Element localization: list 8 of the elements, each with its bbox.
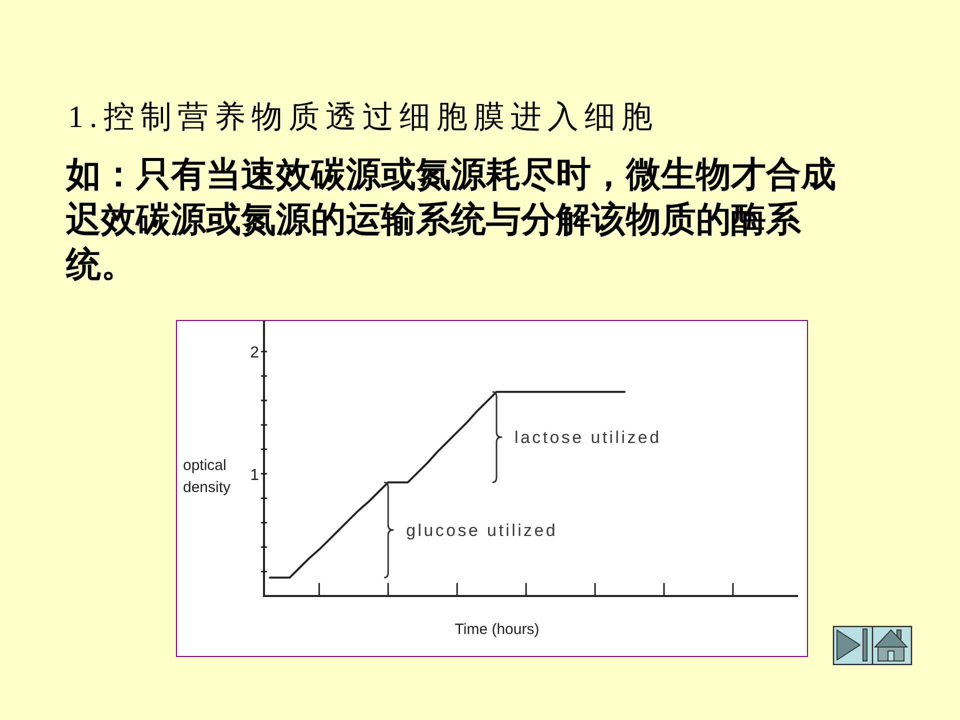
chart-title: 1.控制营养物质透过细胞膜进入细胞 [68,98,658,136]
y-tick-label: 1 [250,466,260,484]
x-axis-title: Time (hours) [454,621,540,638]
y-axis-title: optical density [183,457,232,496]
chart-subtitle: 如：只有当速效碳源或氮源耗尽时，微生物才合成迟效碳源或氮源的运输系统与分解该物质的酶系统。 [66,154,837,286]
annotation: glucose utilized [406,521,558,540]
annotation: lactose utilized [514,428,662,448]
y-tick-label: 2 [250,344,260,362]
